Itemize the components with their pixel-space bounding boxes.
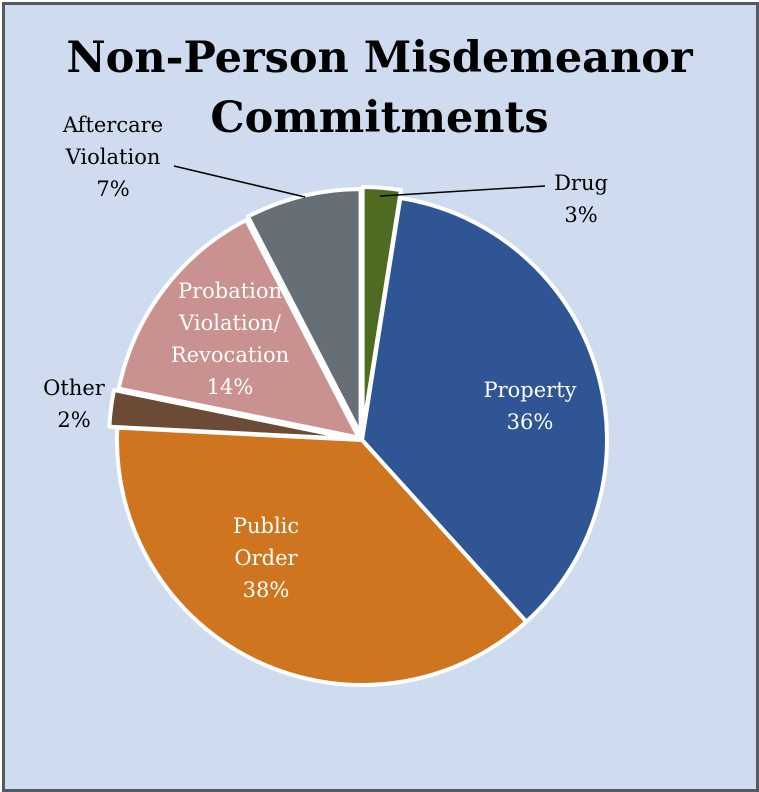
data-label-line: Violation [65,145,161,169]
data-label-line: 38% [243,578,290,602]
data-label-line: 36% [507,410,554,434]
data-label-other: Other 2% [43,376,106,432]
data-label-line: 2% [57,408,90,432]
data-label-line: Property [483,378,576,402]
pie-slice-property [360,196,609,624]
data-label-public-order: Public Order 38% [233,514,299,602]
data-label-line: Order [234,546,298,570]
pie-slice-other [107,388,357,441]
pie-slices [107,185,609,687]
data-label-line: Public [233,514,299,538]
pie-slice-public-order [115,425,529,687]
leader-line-aftercare-violation [173,165,306,198]
data-label-line: 3% [564,203,597,227]
data-label-line: Violation/ [178,311,282,335]
chart-title-line-2: Commitments [210,93,549,143]
pie-slice-probation-violation-revocation [116,217,361,440]
data-label-line: Aftercare [62,113,163,137]
data-label-line: 14% [207,375,254,399]
data-label-probation-violation-revocation: Probation Violation/Revocation 14% [171,279,289,399]
data-label-drug: Drug 3% [554,171,608,227]
pie-labels: Drug 3% Property 36% Public Order 38% Other 2% Pr… [43,113,608,602]
leader-line-drug [379,185,546,197]
data-label-line: Probation [178,279,282,303]
chart-title-line-1: Non-Person Misdemeanor [66,33,693,83]
data-label-line: Other [43,376,106,400]
chart-title: Non-Person Misdemeanor Commitments [0,28,759,148]
data-label-line: 7% [96,177,129,201]
data-label-line: Drug [554,171,608,195]
data-label-aftercare-violation: Aftercare Violation 7% [62,113,163,201]
data-label-property: Property 36% [483,378,576,434]
data-label-line: Revocation [171,343,289,367]
